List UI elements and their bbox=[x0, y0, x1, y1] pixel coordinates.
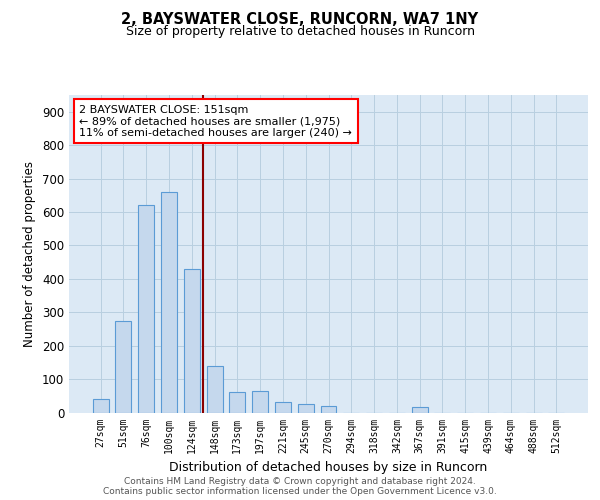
Text: 2, BAYSWATER CLOSE, RUNCORN, WA7 1NY: 2, BAYSWATER CLOSE, RUNCORN, WA7 1NY bbox=[121, 12, 479, 26]
Text: Contains public sector information licensed under the Open Government Licence v3: Contains public sector information licen… bbox=[103, 486, 497, 496]
Bar bbox=[275, 402, 291, 412]
Bar bbox=[115, 320, 131, 412]
Bar bbox=[320, 406, 337, 412]
Bar bbox=[298, 404, 314, 412]
Y-axis label: Number of detached properties: Number of detached properties bbox=[23, 161, 37, 347]
Bar bbox=[92, 399, 109, 412]
Bar bbox=[229, 392, 245, 412]
Bar bbox=[206, 366, 223, 412]
Bar bbox=[184, 269, 200, 412]
X-axis label: Distribution of detached houses by size in Runcorn: Distribution of detached houses by size … bbox=[169, 461, 488, 474]
Text: Size of property relative to detached houses in Runcorn: Size of property relative to detached ho… bbox=[125, 24, 475, 38]
Bar bbox=[412, 408, 428, 412]
Text: Contains HM Land Registry data © Crown copyright and database right 2024.: Contains HM Land Registry data © Crown c… bbox=[124, 476, 476, 486]
Bar bbox=[138, 206, 154, 412]
Text: 2 BAYSWATER CLOSE: 151sqm
← 89% of detached houses are smaller (1,975)
11% of se: 2 BAYSWATER CLOSE: 151sqm ← 89% of detac… bbox=[79, 104, 352, 138]
Bar bbox=[252, 391, 268, 412]
Bar bbox=[161, 192, 177, 412]
